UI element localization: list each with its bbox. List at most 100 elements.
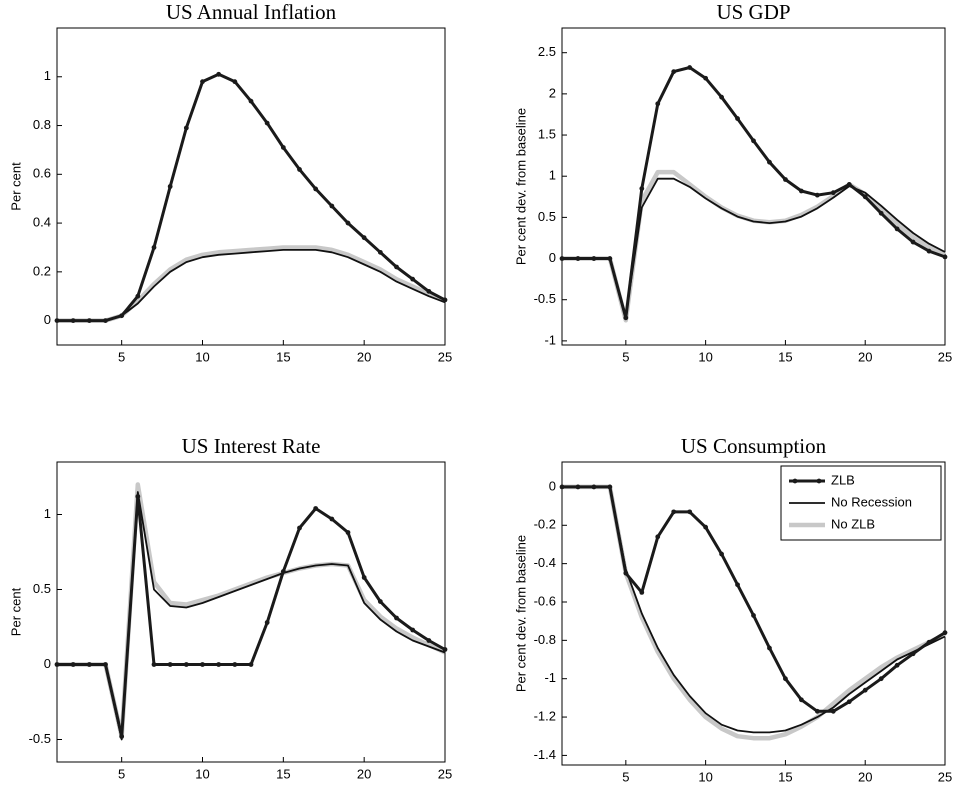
plot-frame bbox=[561, 461, 946, 766]
data-point bbox=[297, 525, 302, 531]
legend-label: No ZLB bbox=[831, 516, 875, 531]
data-point bbox=[394, 264, 399, 270]
y-tick-label: -0.4 bbox=[534, 555, 556, 570]
x-tick-label: 5 bbox=[118, 349, 125, 364]
data-point bbox=[575, 256, 581, 261]
data-point bbox=[426, 288, 432, 294]
series-line bbox=[57, 249, 446, 322]
data-point bbox=[559, 484, 565, 490]
data-point bbox=[830, 190, 836, 196]
data-point bbox=[216, 71, 222, 77]
series-line bbox=[57, 482, 446, 739]
x-tick-label: 15 bbox=[276, 766, 290, 781]
data-point bbox=[313, 186, 319, 192]
x-tick-label: 25 bbox=[938, 769, 952, 784]
data-point bbox=[862, 194, 868, 200]
data-point bbox=[575, 484, 581, 490]
chart-title: US Consumption bbox=[681, 434, 827, 458]
data-point bbox=[719, 94, 724, 100]
y-tick-label: -1 bbox=[544, 332, 556, 347]
x-tick-label: 10 bbox=[698, 349, 712, 364]
data-point bbox=[345, 530, 351, 535]
x-tick-label: 15 bbox=[778, 349, 792, 364]
data-point bbox=[591, 256, 597, 261]
data-point bbox=[280, 569, 286, 574]
y-tick-label: 2.5 bbox=[538, 44, 556, 59]
y-tick-label: 1 bbox=[549, 168, 556, 183]
data-point bbox=[86, 318, 92, 324]
y-tick-label: -0.6 bbox=[534, 593, 556, 608]
data-point bbox=[783, 676, 788, 682]
data-point bbox=[910, 239, 916, 245]
data-point bbox=[926, 639, 932, 645]
data-point bbox=[119, 734, 125, 739]
x-tick-label: 20 bbox=[858, 349, 872, 364]
axes: US Consumption Per cent dev. from baselin… bbox=[513, 434, 952, 785]
data-point bbox=[687, 65, 693, 70]
data-point bbox=[623, 570, 629, 576]
data-point bbox=[607, 256, 613, 261]
data-point bbox=[926, 248, 932, 254]
legend-label: ZLB bbox=[831, 472, 855, 487]
data-point bbox=[671, 509, 677, 515]
data-point bbox=[862, 687, 868, 693]
data-point bbox=[183, 662, 189, 667]
data-point bbox=[151, 245, 157, 250]
legend-marker bbox=[792, 478, 798, 484]
data-point bbox=[135, 494, 141, 499]
chart-title: US Annual Inflation bbox=[166, 0, 337, 24]
data-point bbox=[894, 226, 900, 232]
data-point bbox=[103, 318, 108, 324]
data-point bbox=[767, 645, 772, 651]
data-point bbox=[735, 582, 740, 588]
y-tick-label: 0.5 bbox=[538, 209, 556, 224]
y-tick-label: -0.5 bbox=[29, 731, 51, 746]
x-tick-label: 25 bbox=[438, 766, 452, 781]
data-point bbox=[559, 256, 565, 261]
data-point bbox=[703, 524, 709, 530]
plot-frame bbox=[56, 27, 446, 346]
data-point bbox=[167, 662, 173, 667]
y-tick-label: -1 bbox=[544, 670, 556, 685]
data-point bbox=[751, 138, 756, 144]
y-tick-label: -1.4 bbox=[534, 747, 556, 762]
data-point bbox=[798, 697, 804, 703]
data-point bbox=[70, 662, 76, 667]
data-point bbox=[814, 192, 820, 198]
data-point bbox=[313, 506, 319, 511]
data-point bbox=[183, 125, 189, 131]
y-tick-label: -0.8 bbox=[534, 632, 556, 647]
data-point bbox=[655, 534, 661, 540]
data-point bbox=[377, 249, 383, 255]
series-line bbox=[562, 66, 946, 320]
axes: US Interest Rate Per cent 5 10 15 20 25 -0.5 0 0.… bbox=[8, 434, 452, 782]
data-point bbox=[798, 188, 804, 194]
data-point bbox=[151, 662, 157, 667]
data-point bbox=[361, 575, 367, 580]
y-tick-label: 0 bbox=[549, 250, 556, 265]
data-point bbox=[846, 182, 852, 187]
data-point bbox=[394, 615, 399, 621]
series-line bbox=[57, 72, 446, 323]
data-point bbox=[623, 315, 629, 321]
y-tick-label: 1 bbox=[44, 506, 51, 521]
x-tick-label: 10 bbox=[195, 766, 209, 781]
y-axis-label: Per cent bbox=[8, 587, 23, 636]
plot-frame bbox=[561, 27, 946, 346]
data-point bbox=[591, 484, 597, 490]
axes: US Annual Inflation Per cent 5 10 15 20 25 0 0.2… bbox=[8, 0, 452, 364]
data-point bbox=[639, 590, 645, 595]
legend-label: No Recession bbox=[831, 494, 912, 509]
y-tick-label: 0.5 bbox=[33, 581, 51, 596]
data-point bbox=[345, 220, 351, 226]
y-tick-label: -0.2 bbox=[534, 517, 556, 532]
data-point bbox=[783, 177, 788, 182]
x-tick-label: 10 bbox=[195, 349, 209, 364]
data-point bbox=[329, 203, 335, 209]
data-point bbox=[119, 313, 125, 319]
data-point bbox=[814, 708, 820, 714]
data-point bbox=[70, 318, 76, 324]
data-point bbox=[410, 276, 416, 282]
x-tick-label: 5 bbox=[118, 766, 125, 781]
